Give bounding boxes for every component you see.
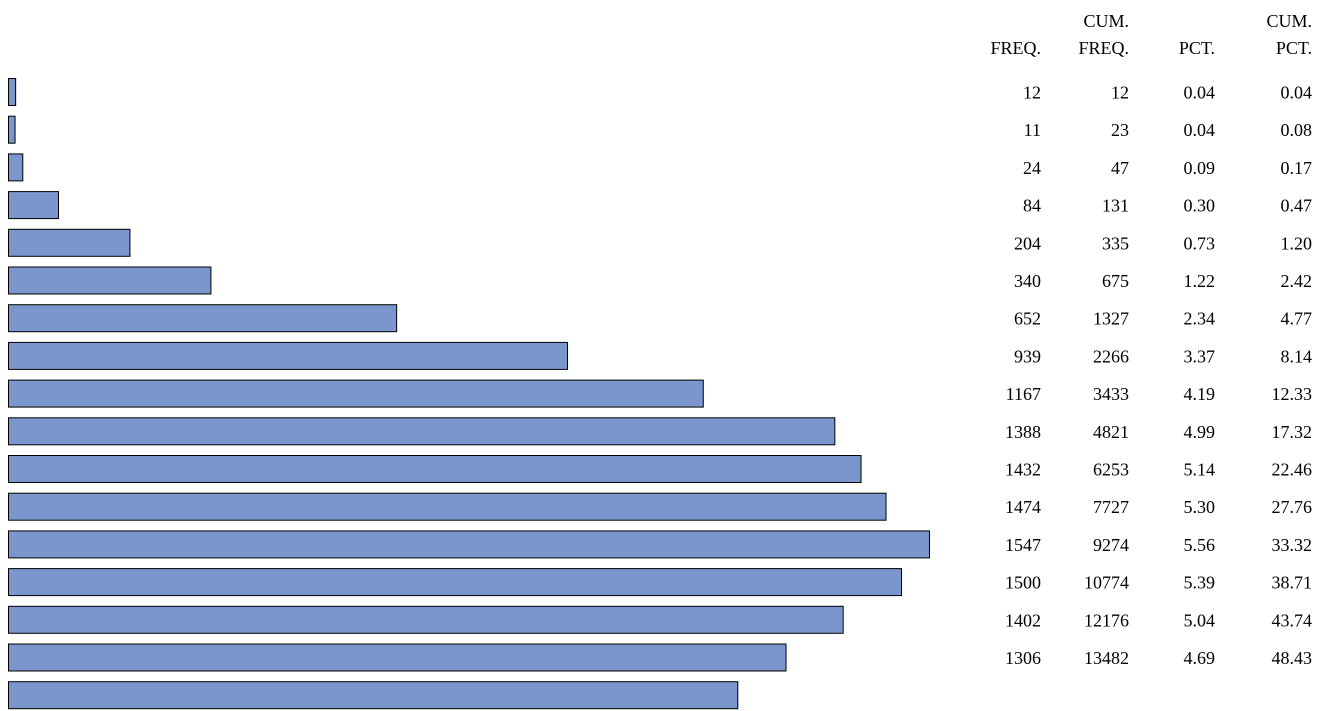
cell-cum-freq: 4821 <box>1093 422 1129 442</box>
cell-cum-pct: 2.42 <box>1281 271 1313 291</box>
cell-cum-pct: 4.77 <box>1281 309 1313 329</box>
cell-cum-pct: 12.33 <box>1272 384 1313 404</box>
bar <box>8 417 836 446</box>
cell-pct: 0.30 <box>1184 196 1216 216</box>
cell-cum-freq: 3433 <box>1093 384 1129 404</box>
cell-cum-freq: 12 <box>1111 83 1129 103</box>
column-header-freq: FREQ. <box>990 38 1041 58</box>
cell-cum-freq: 675 <box>1102 271 1129 291</box>
bar <box>8 530 930 559</box>
cell-freq: 24 <box>1023 158 1041 178</box>
cell-cum-freq: 6253 <box>1093 460 1129 480</box>
cell-cum-freq: 9274 <box>1093 535 1129 555</box>
column-header-cum-freq: FREQ. <box>1078 38 1129 58</box>
cell-pct: 5.30 <box>1184 497 1216 517</box>
column-header-cum-freq: CUM. <box>1083 11 1129 31</box>
bar <box>8 605 844 634</box>
cell-cum-pct: 22.46 <box>1272 460 1313 480</box>
bar <box>8 568 903 597</box>
column-header-pct: PCT. <box>1179 38 1215 58</box>
cell-cum-pct: 0.17 <box>1281 158 1313 178</box>
cell-pct: 4.99 <box>1184 422 1216 442</box>
cell-cum-freq: 1327 <box>1093 309 1129 329</box>
cell-freq: 939 <box>1014 346 1041 366</box>
bar <box>8 304 398 333</box>
bar <box>8 266 212 295</box>
cell-pct: 0.73 <box>1184 233 1216 253</box>
cell-cum-pct: 8.14 <box>1281 346 1313 366</box>
cell-freq: 1402 <box>1005 610 1041 630</box>
cell-cum-freq: 13482 <box>1084 648 1129 668</box>
cell-pct: 4.69 <box>1184 648 1216 668</box>
cell-pct: 5.39 <box>1184 573 1216 593</box>
table-header: FREQ. CUM. FREQ. PCT. CUM. PCT. <box>990 11 1312 58</box>
cell-cum-freq: 2266 <box>1093 346 1129 366</box>
cell-pct: 0.04 <box>1184 120 1216 140</box>
cell-cum-freq: 12176 <box>1084 610 1129 630</box>
bar <box>8 455 862 483</box>
bar <box>8 341 569 370</box>
cell-cum-freq: 23 <box>1111 120 1129 140</box>
cell-cum-pct: 48.43 <box>1272 648 1313 668</box>
cell-freq: 1388 <box>1005 422 1041 442</box>
cell-freq: 1167 <box>1006 384 1041 404</box>
cell-freq: 1306 <box>1005 648 1041 668</box>
cell-freq: 1432 <box>1005 460 1041 480</box>
cell-cum-freq: 131 <box>1102 196 1129 216</box>
cell-pct: 1.22 <box>1184 271 1216 291</box>
bar <box>8 228 131 257</box>
bar <box>8 115 16 144</box>
cell-cum-freq: 7727 <box>1093 497 1129 517</box>
cell-pct: 0.04 <box>1184 83 1216 103</box>
cell-cum-pct: 0.04 <box>1281 83 1313 103</box>
cell-pct: 3.37 <box>1184 346 1216 366</box>
column-header-cum-pct: CUM. <box>1266 11 1312 31</box>
bar <box>8 78 17 106</box>
cell-cum-pct: 17.32 <box>1272 422 1313 442</box>
cell-freq: 340 <box>1014 271 1041 291</box>
cell-cum-pct: 0.47 <box>1281 196 1313 216</box>
bar-group <box>8 78 930 710</box>
bar <box>8 492 887 521</box>
cell-cum-pct: 38.71 <box>1272 573 1313 593</box>
cell-cum-pct: 27.76 <box>1272 497 1313 517</box>
cell-freq: 1474 <box>1005 497 1041 517</box>
cell-freq: 204 <box>1014 233 1041 253</box>
bar <box>8 681 739 710</box>
cell-cum-pct: 1.20 <box>1281 233 1313 253</box>
cell-freq: 12 <box>1023 83 1041 103</box>
column-header-cum-pct: PCT. <box>1276 38 1312 58</box>
cell-cum-pct: 0.08 <box>1281 120 1313 140</box>
cell-cum-freq: 10774 <box>1084 573 1129 593</box>
cell-cum-freq: 335 <box>1102 233 1129 253</box>
cell-pct: 5.56 <box>1184 535 1216 555</box>
bar <box>8 153 24 182</box>
cell-freq: 1547 <box>1005 535 1041 555</box>
cell-pct: 2.34 <box>1184 309 1216 329</box>
cell-cum-pct: 33.32 <box>1272 535 1313 555</box>
cell-freq: 84 <box>1023 196 1041 216</box>
cell-freq: 1500 <box>1005 573 1041 593</box>
cell-pct: 5.14 <box>1184 460 1216 480</box>
cell-cum-pct: 43.74 <box>1272 610 1313 630</box>
cell-freq: 11 <box>1024 120 1041 140</box>
bar <box>8 379 704 408</box>
cell-freq: 652 <box>1014 309 1041 329</box>
cell-pct: 5.04 <box>1184 610 1216 630</box>
table-body: 12 12 0.04 0.04 11 23 0.04 0.08 24 47 0.09 0.17 84 13… <box>1005 83 1312 669</box>
cell-pct: 4.19 <box>1184 384 1216 404</box>
cell-pct: 0.09 <box>1184 158 1216 178</box>
cell-cum-freq: 47 <box>1111 158 1129 178</box>
bar <box>8 643 787 672</box>
bar <box>8 191 60 220</box>
